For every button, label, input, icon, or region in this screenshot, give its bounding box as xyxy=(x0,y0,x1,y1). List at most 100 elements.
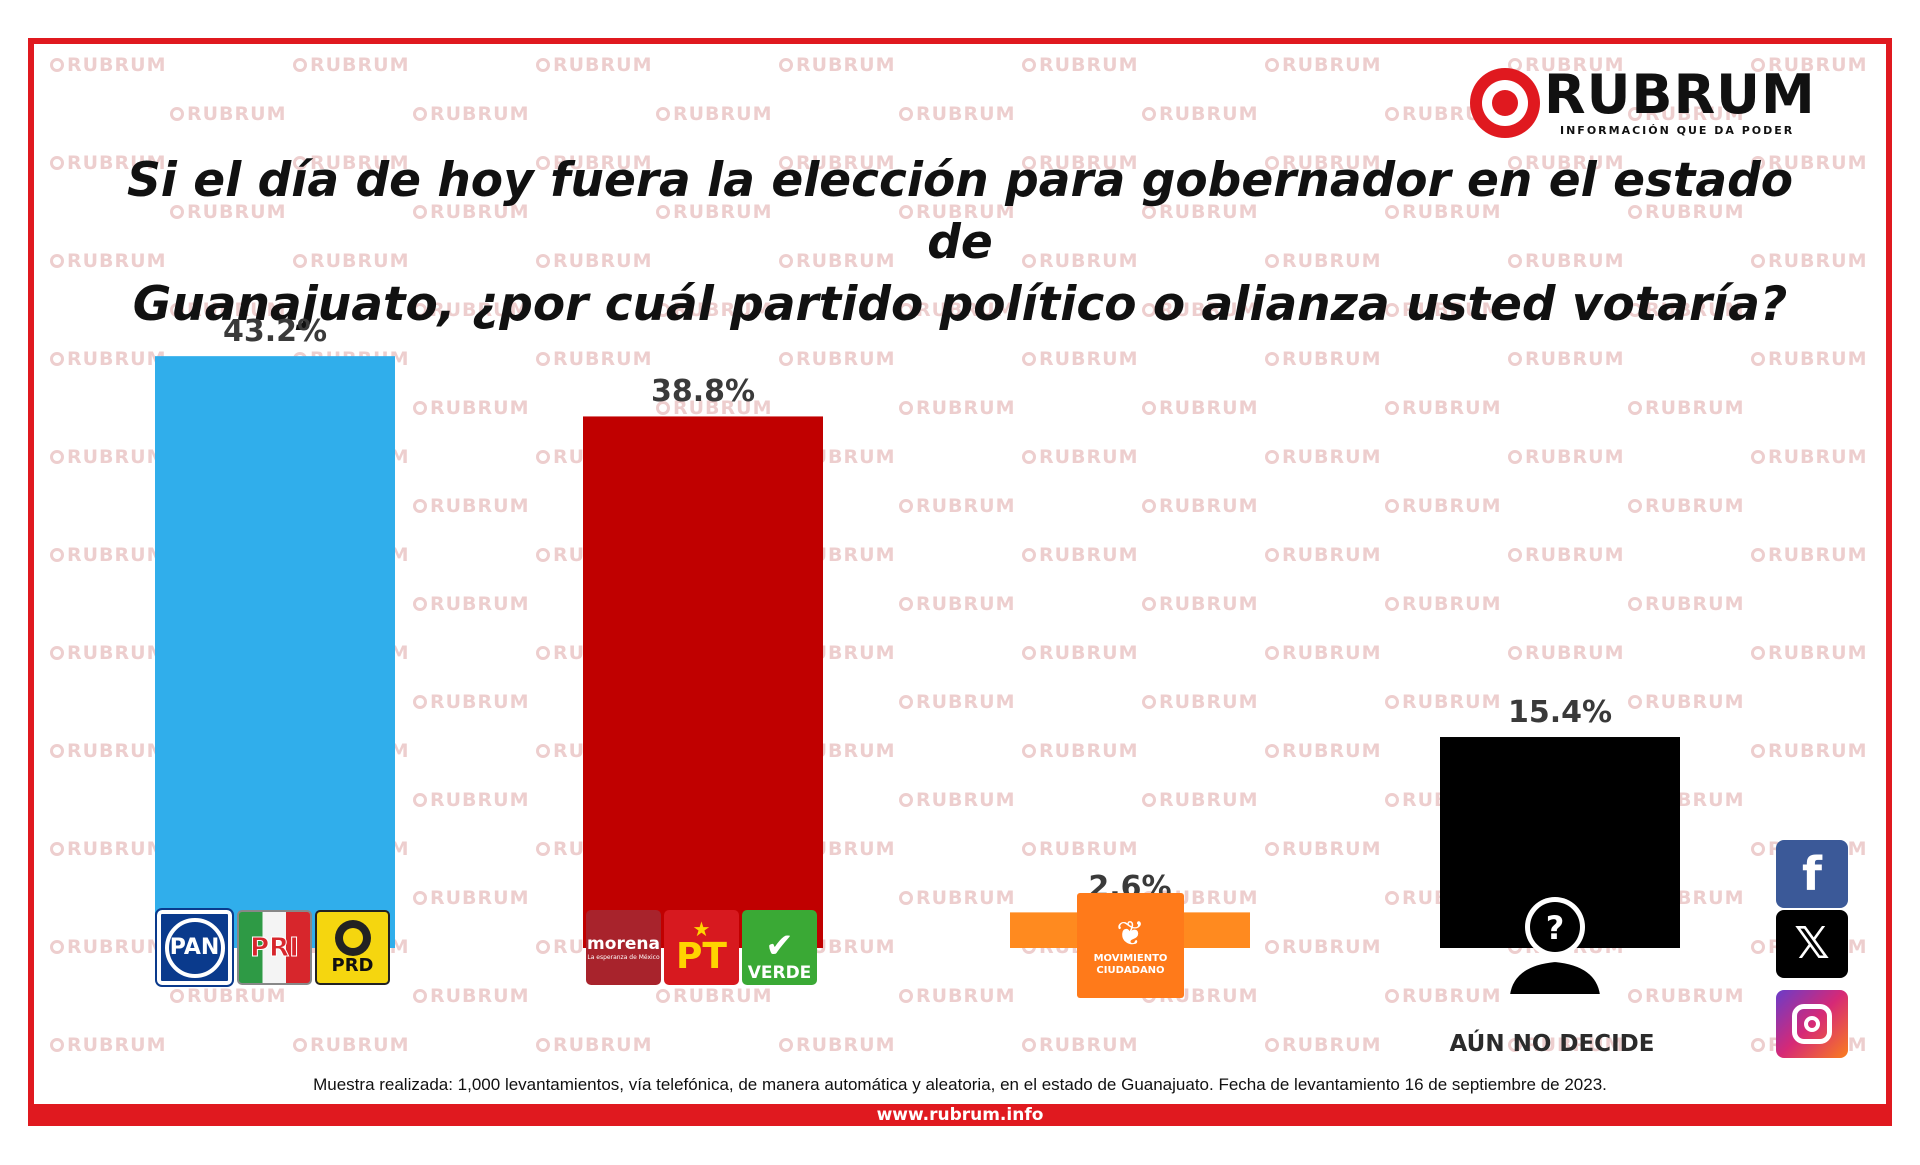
watermark-logo-icon xyxy=(779,548,793,562)
watermark-text: RUBRUM xyxy=(50,447,167,467)
watermark-text: RUBRUM xyxy=(50,251,167,271)
watermark-text: RUBRUM xyxy=(536,741,653,761)
watermark-text: RUBRUM xyxy=(170,888,287,908)
watermark-logo-icon xyxy=(1628,107,1642,121)
watermark-text: RUBRUM xyxy=(1385,790,1502,810)
watermark-logo-icon xyxy=(50,940,64,954)
watermark-text: RUBRUM xyxy=(1628,790,1745,810)
eagle-icon: ❦ xyxy=(1116,913,1145,954)
verde-logo: ✔ VERDE xyxy=(742,910,817,985)
watermark-text: RUBRUM xyxy=(50,839,167,859)
watermark-logo-icon xyxy=(1628,205,1642,219)
watermark-logo-icon xyxy=(170,597,184,611)
watermark-text: RUBRUM xyxy=(1022,643,1139,663)
watermark-logo-icon xyxy=(413,107,427,121)
website-link[interactable]: www.rubrum.info xyxy=(876,1105,1044,1125)
watermark-logo-icon xyxy=(170,401,184,415)
watermark-logo-icon xyxy=(1508,156,1522,170)
watermark-logo-icon xyxy=(293,548,307,562)
methodology-note: Muestra realizada: 1,000 levantamientos,… xyxy=(313,1075,1607,1094)
watermark-logo-icon xyxy=(1265,548,1279,562)
watermark-logo-icon xyxy=(899,401,913,415)
watermark-text: RUBRUM xyxy=(779,1035,896,1055)
watermark-text: RUBRUM xyxy=(1022,545,1139,565)
watermark-text: RUBRUM xyxy=(899,300,1016,320)
star-icon: ★ xyxy=(692,916,711,941)
watermark-logo-icon xyxy=(899,793,913,807)
watermark-logo-icon xyxy=(656,107,670,121)
watermark-logo-icon xyxy=(1508,1038,1522,1052)
watermark-text: RUBRUM xyxy=(536,153,653,173)
watermark-logo-icon xyxy=(656,303,670,317)
watermark-text: RUBRUM xyxy=(1628,398,1745,418)
watermark-text: RUBRUM xyxy=(899,594,1016,614)
watermark-text: RUBRUM xyxy=(293,349,410,369)
watermark-logo-icon xyxy=(1265,352,1279,366)
pan-logo: PAN xyxy=(155,908,234,987)
watermark-text: RUBRUM xyxy=(899,202,1016,222)
watermark-text: RUBRUM xyxy=(899,496,1016,516)
watermark-logo-icon xyxy=(536,352,550,366)
watermark-text: RUBRUM xyxy=(779,741,896,761)
watermark-text: RUBRUM xyxy=(1385,888,1502,908)
rubrum-logo-icon xyxy=(1470,68,1540,138)
watermark-logo-icon xyxy=(1385,303,1399,317)
prd-logo: PRD xyxy=(315,910,390,985)
watermark-text: RUBRUM xyxy=(293,545,410,565)
watermark-text: RUBRUM xyxy=(1628,888,1745,908)
watermark-logo-icon xyxy=(1265,254,1279,268)
watermark-logo-icon xyxy=(656,205,670,219)
watermark-text: RUBRUM xyxy=(1142,300,1259,320)
watermark-logo-icon xyxy=(1628,597,1642,611)
watermark-logo-icon xyxy=(1265,646,1279,660)
rubrum-logo: RUBRUM INFORMACIÓN QUE DA PODER xyxy=(1470,62,1830,144)
watermark-text: RUBRUM xyxy=(1142,496,1259,516)
x-icon[interactable]: 𝕏 xyxy=(1776,910,1848,978)
watermark-logo-icon xyxy=(413,499,427,513)
watermark-text: RUBRUM xyxy=(170,692,287,712)
facebook-icon[interactable]: f xyxy=(1776,840,1848,908)
watermark-logo-icon xyxy=(779,450,793,464)
watermark-logo-icon xyxy=(413,597,427,611)
watermark-text: RUBRUM xyxy=(413,104,530,124)
watermark-text: RUBRUM xyxy=(413,202,530,222)
rubrum-logo-tagline: INFORMACIÓN QUE DA PODER xyxy=(1560,124,1795,137)
watermark-logo-icon xyxy=(899,695,913,709)
watermark-text: RUBRUM xyxy=(779,251,896,271)
watermark-logo-icon xyxy=(1385,205,1399,219)
watermark-logo-icon xyxy=(170,499,184,513)
watermark-text: RUBRUM xyxy=(1628,104,1745,124)
watermark-text: RUBRUM xyxy=(1628,594,1745,614)
watermark-logo-icon xyxy=(1751,254,1765,268)
watermark-logo-icon xyxy=(899,499,913,513)
morena-logo-sub: La esperanza de México xyxy=(587,953,660,961)
watermark-logo-icon xyxy=(899,989,913,1003)
watermark-text: RUBRUM xyxy=(1628,986,1745,1006)
watermark-text: RUBRUM xyxy=(1508,153,1625,173)
watermark-logo-icon xyxy=(1385,499,1399,513)
bar-value-label: 38.8% xyxy=(650,374,756,410)
watermark-logo-icon xyxy=(779,254,793,268)
watermark-logo-icon xyxy=(899,107,913,121)
watermark-text: RUBRUM xyxy=(1508,1035,1625,1055)
watermark-logo-icon xyxy=(1022,548,1036,562)
watermark-text: RUBRUM xyxy=(536,447,653,467)
watermark-text: RUBRUM xyxy=(293,839,410,859)
watermark-text: RUBRUM xyxy=(779,349,896,369)
watermark-text: RUBRUM xyxy=(1022,251,1139,271)
watermark-logo-icon xyxy=(536,1038,550,1052)
watermark-logo-icon xyxy=(656,499,670,513)
watermark-logo-icon xyxy=(1751,352,1765,366)
watermark-logo-icon xyxy=(1265,744,1279,758)
watermark-logo-icon xyxy=(536,940,550,954)
watermark-logo-icon xyxy=(1142,303,1156,317)
watermark-text: RUBRUM xyxy=(536,349,653,369)
instagram-icon[interactable] xyxy=(1776,990,1848,1058)
watermark-logo-icon xyxy=(1022,450,1036,464)
watermark-logo-icon xyxy=(1142,499,1156,513)
watermark-text: RUBRUM xyxy=(1265,839,1382,859)
watermark-logo-icon xyxy=(50,744,64,758)
watermark-text: RUBRUM xyxy=(413,398,530,418)
morena-logo: morena La esperanza de México xyxy=(586,910,661,985)
watermark-logo-icon xyxy=(1265,58,1279,72)
